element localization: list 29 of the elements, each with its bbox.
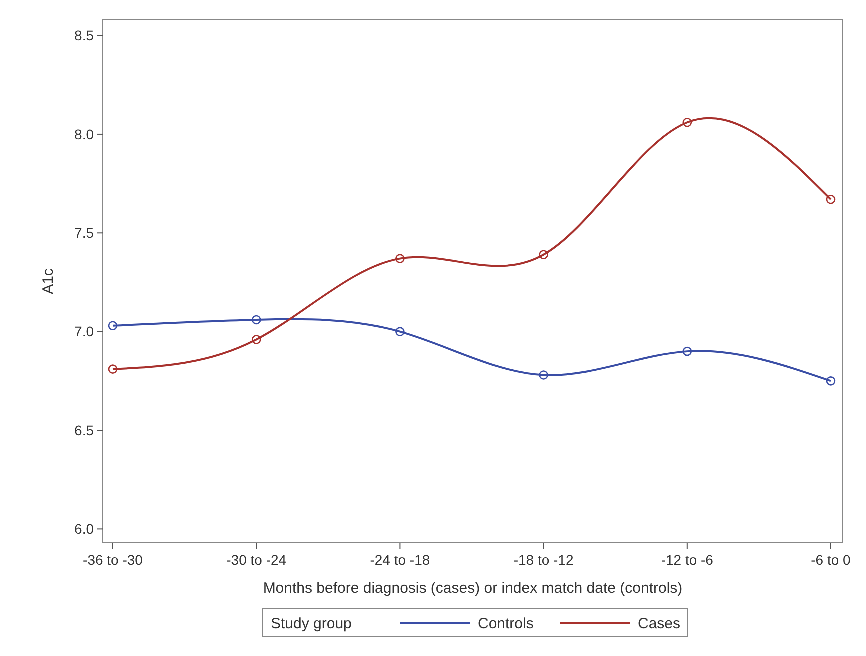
y-tick-label: 6.5 — [74, 422, 94, 438]
x-tick-label: -18 to -12 — [514, 552, 574, 568]
point — [539, 370, 548, 380]
point — [396, 327, 405, 336]
y-tick-label: 7.0 — [74, 324, 94, 340]
x-axis-title: Months before diagnosis (cases) or index match date (controls) — [263, 580, 683, 597]
y-tick-label: 7.5 — [74, 225, 94, 242]
x-tick-label: -30 to -24 — [226, 552, 287, 568]
point — [682, 118, 692, 128]
legend-label: Cases — [638, 615, 681, 632]
y-tick-label: 6.0 — [74, 521, 94, 538]
x-tick-label: -36 to -30 — [83, 552, 144, 568]
x-tick-label: -12 to -6 — [661, 552, 714, 568]
point — [539, 250, 548, 260]
legend-title: Study group — [271, 615, 352, 632]
point — [252, 335, 262, 344]
y-tick-label: 8.0 — [74, 126, 94, 142]
x-tick-label: -6 to 0 — [811, 552, 852, 568]
point — [108, 364, 118, 374]
point — [826, 376, 836, 386]
point — [252, 315, 262, 325]
y-axis-title: A1c — [40, 268, 57, 294]
x-tick-label: -24 to -18 — [370, 552, 430, 568]
point — [826, 194, 836, 204]
point — [682, 346, 692, 356]
legend-label: Controls — [478, 615, 534, 632]
y-tick-label: 8.5 — [74, 28, 94, 44]
point — [108, 321, 118, 331]
point — [396, 254, 405, 264]
